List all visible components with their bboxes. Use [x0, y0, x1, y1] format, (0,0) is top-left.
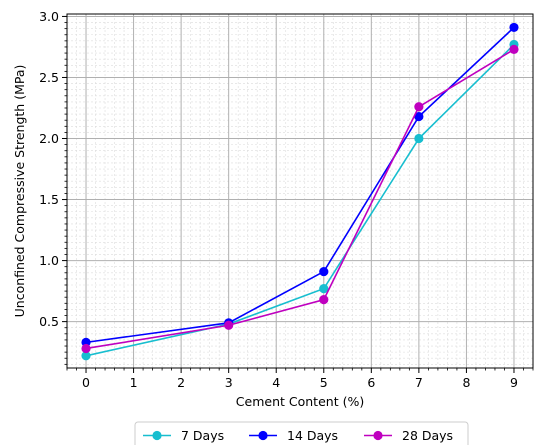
legend-marker — [373, 430, 383, 441]
x-tick-label: 3 — [225, 375, 233, 390]
legend-label: 7 Days — [181, 428, 224, 443]
x-tick-label: 1 — [130, 375, 138, 390]
series-line — [85, 43, 515, 357]
x-axis-title: Cement Content (%) — [236, 394, 364, 409]
data-point — [319, 295, 329, 305]
x-tick-label: 2 — [177, 375, 185, 390]
series-3 — [81, 44, 519, 354]
x-tick-label: 8 — [462, 375, 470, 390]
series-1 — [81, 39, 519, 361]
data-point — [414, 133, 424, 144]
y-axis-title: Unconfined Compressive Strength (MPa) — [12, 65, 27, 318]
legend-marker — [258, 430, 268, 441]
data-point — [224, 320, 234, 330]
legend-item: 28 Days — [364, 428, 453, 443]
x-tick-label: 4 — [272, 375, 280, 390]
data-point — [509, 22, 519, 33]
x-tick-label: 6 — [367, 375, 375, 390]
legend-item: 7 Days — [143, 428, 224, 443]
data-point — [319, 266, 329, 277]
x-tick-label: 7 — [415, 375, 423, 390]
plot-frame — [66, 13, 534, 369]
x-tick-label: 0 — [82, 375, 90, 390]
data-point — [414, 102, 424, 112]
legend-label: 28 Days — [402, 428, 453, 443]
y-tick-label: 3.0 — [39, 9, 59, 24]
x-tick-label: 5 — [320, 375, 328, 390]
y-tick-label: 1.5 — [39, 192, 59, 207]
legend: 7 Days 14 Days 28 Days — [134, 421, 469, 445]
y-tick-label: 2.5 — [39, 70, 59, 85]
series-line — [85, 26, 515, 344]
data-point — [509, 44, 519, 55]
legend-marker — [152, 430, 162, 441]
series-layer — [81, 22, 519, 361]
series-line — [85, 48, 515, 350]
legend-box — [134, 421, 469, 445]
axis-ticks: 0 1 2 3 4 5 6 7 8 9 0.5 1.0 1.5 2.0 2.5 3.0 — [39, 9, 534, 390]
y-tick-label: 2.0 — [39, 131, 59, 146]
minor-grid — [66, 14, 534, 368]
data-point — [81, 343, 91, 354]
y-tick-label: 1.0 — [39, 253, 59, 268]
y-tick-label: 0.5 — [39, 314, 59, 329]
x-tick-label: 9 — [510, 375, 518, 390]
legend-label: 14 Days — [287, 428, 338, 443]
data-point — [319, 284, 329, 294]
data-point — [81, 351, 91, 361]
data-point — [414, 111, 424, 122]
major-grid — [67, 14, 533, 368]
legend-item: 14 Days — [249, 428, 338, 443]
